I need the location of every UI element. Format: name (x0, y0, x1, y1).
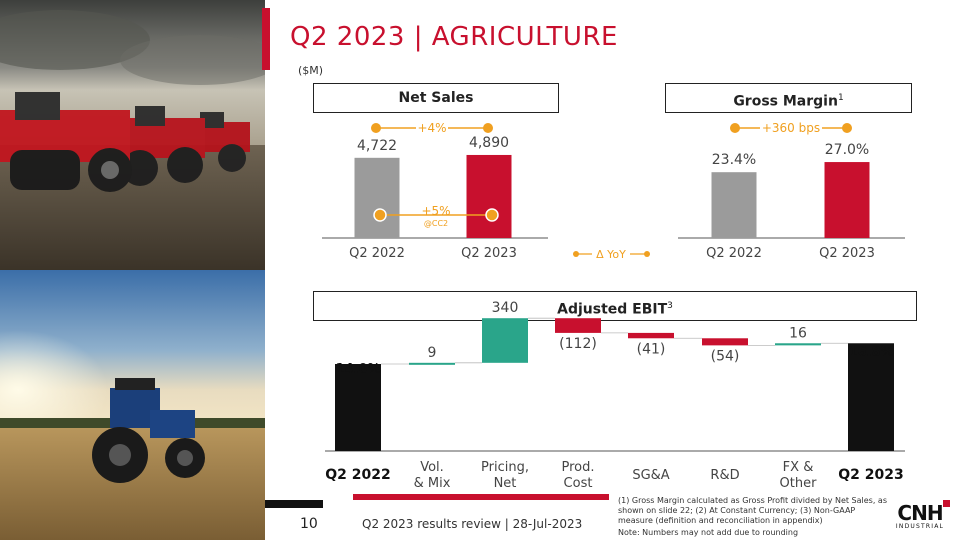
ebit-bar (628, 332, 674, 339)
adjusted-ebit-heading-text: Adjusted EBIT (557, 301, 668, 318)
ebit-bar (555, 318, 601, 333)
ebit-bar (482, 318, 528, 363)
logo-main-text: CNH (897, 501, 943, 525)
red-accent-bar (262, 8, 270, 70)
ebit-category-label: Net (494, 476, 517, 491)
logo-red-dot (943, 500, 950, 507)
net-sales-category-label: Q2 2022 (349, 246, 405, 261)
net-sales-value-label: 4,890 (469, 135, 509, 151)
yoy-legend-label: Δ YoY (596, 248, 626, 261)
footer-text: Q2 2023 results review | 28-Jul-2023 (362, 517, 583, 531)
net-sales-chart: 4,722 Q2 2022 4,890 Q2 2023 (322, 135, 548, 261)
page-title: Q2 2023 | AGRICULTURE (290, 22, 618, 52)
gross-margin-value-label: 27.0% (825, 142, 869, 158)
yoy-legend: Δ YoY (573, 247, 650, 261)
footnote: (1) Gross Margin calculated as Gross Pro… (618, 496, 888, 525)
ebit-bar (335, 364, 381, 451)
logo-sub: INDUSTRIAL (895, 523, 945, 530)
gross-margin-category-label: Q2 2022 (706, 246, 762, 261)
page-number: 10 (300, 516, 318, 532)
ebit-start-margin: 14.0% (335, 362, 380, 377)
ebit-category-label: Prod. (561, 460, 594, 475)
net-sales-growth-label: +4% (417, 121, 446, 135)
ebit-bar (775, 343, 821, 346)
net-sales-bar (466, 154, 512, 238)
gross-margin-growth-label: +360 bps (762, 121, 820, 135)
gross-margin-bar (824, 162, 870, 238)
ebit-value-label: 9 (428, 345, 437, 361)
ebit-category-label: FX & (783, 460, 814, 475)
gross-margin-heading: Gross Margin1 (665, 83, 912, 113)
ebit-value-label: 16 (789, 325, 807, 341)
rounding-note: Note: Numbers may not add due to roundin… (618, 528, 799, 537)
ebit-bar (848, 343, 894, 451)
net-sales-cc-connector: +5% @CC2 (373, 204, 499, 228)
ebit-bar (702, 338, 748, 346)
footer-red-bar (353, 494, 609, 500)
ebit-category-label: SG&A (632, 468, 669, 483)
cnh-logo: CNH INDUSTRIAL (892, 500, 950, 530)
gross-margin-bar (711, 172, 757, 238)
gross-margin-value-label: 23.4% (712, 152, 756, 168)
ebit-bar (409, 362, 455, 365)
net-sales-category-label: Q2 2023 (461, 246, 517, 261)
ebit-value-label: 340 (492, 300, 519, 316)
footer-black-bar (265, 500, 323, 508)
gross-margin-category-label: Q2 2023 (819, 246, 875, 261)
logo-main: CNH (892, 500, 950, 525)
ebit-category-label: Pricing, (481, 460, 529, 475)
ebit-value-label: (112) (559, 336, 597, 352)
unit-label: ($M) (298, 64, 324, 77)
gross-margin-footnote-ref: 1 (837, 93, 844, 103)
net-sales-growth-connector: +4% (371, 120, 493, 135)
tractor-photo-top (0, 0, 265, 270)
tractor-photo-bottom (0, 270, 265, 540)
gross-margin-growth-connector: +360 bps (730, 120, 852, 135)
ebit-category-label: R&D (710, 468, 739, 483)
ebit-category-label: & Mix (414, 476, 451, 491)
net-sales-cc-sub: @CC2 (424, 219, 448, 228)
ebit-value-label: (54) (711, 348, 740, 364)
ebit-category-label: Cost (564, 476, 593, 491)
adjusted-ebit-heading: Adjusted EBIT3 (313, 291, 917, 321)
ebit-category-label: Q2 2023 (838, 467, 903, 483)
ebit-end-margin: 16.8% (848, 345, 893, 360)
ebit-category-label: Vol. (420, 460, 444, 475)
adjusted-ebit-footnote-ref: 3 (667, 301, 673, 311)
net-sales-cc-label: +5% (421, 204, 450, 218)
ebit-category-label: Q2 2022 (325, 467, 390, 483)
ebit-value-label: (41) (637, 341, 666, 357)
net-sales-bar (354, 157, 400, 238)
net-sales-value-label: 4,722 (357, 138, 397, 154)
net-sales-heading-text: Net Sales (398, 90, 474, 106)
gross-margin-heading-text: Gross Margin (733, 93, 838, 110)
net-sales-heading: Net Sales (313, 83, 559, 113)
ebit-category-label: Other (780, 476, 818, 491)
gross-margin-chart: 23.4% Q2 2022 27.0% Q2 2023 (678, 142, 905, 261)
